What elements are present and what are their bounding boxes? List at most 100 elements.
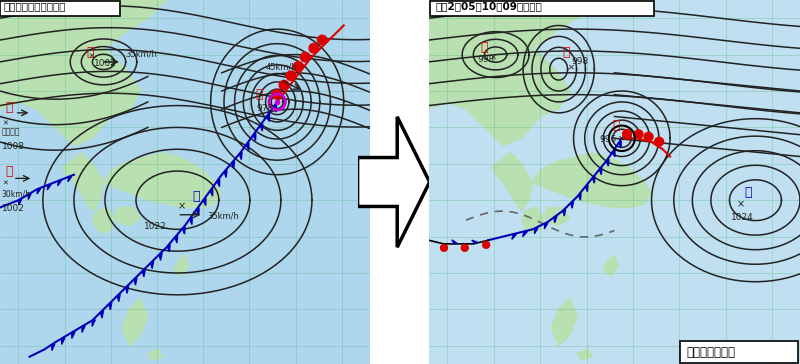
Circle shape	[294, 62, 303, 71]
Text: ✕: ✕	[490, 53, 497, 62]
Polygon shape	[134, 278, 137, 285]
Polygon shape	[570, 202, 574, 208]
Polygon shape	[545, 223, 548, 229]
Polygon shape	[512, 234, 517, 239]
Polygon shape	[167, 245, 170, 252]
Circle shape	[318, 35, 327, 45]
Text: ✕: ✕	[88, 54, 94, 60]
Polygon shape	[606, 159, 609, 166]
Polygon shape	[28, 194, 31, 199]
Polygon shape	[52, 344, 55, 351]
Polygon shape	[586, 185, 588, 192]
Polygon shape	[232, 161, 234, 169]
Polygon shape	[492, 153, 533, 211]
Polygon shape	[578, 349, 592, 360]
Polygon shape	[68, 177, 71, 182]
Polygon shape	[224, 170, 227, 178]
Polygon shape	[563, 209, 566, 216]
Text: ×: ×	[737, 199, 745, 209]
Circle shape	[441, 245, 447, 251]
Polygon shape	[142, 270, 146, 277]
Text: ゆっくり: ゆっくり	[2, 128, 20, 136]
Text: 低: 低	[562, 46, 570, 59]
Polygon shape	[267, 114, 270, 122]
Polygon shape	[0, 0, 141, 146]
Polygon shape	[578, 193, 581, 200]
Circle shape	[301, 52, 310, 62]
Polygon shape	[19, 199, 22, 205]
Polygon shape	[217, 179, 220, 187]
Text: 低: 低	[255, 88, 262, 101]
Polygon shape	[92, 320, 95, 327]
Circle shape	[482, 241, 490, 248]
Text: ✕: ✕	[2, 181, 8, 187]
Polygon shape	[182, 227, 186, 234]
Text: 1024: 1024	[731, 213, 754, 222]
Polygon shape	[72, 332, 75, 339]
Polygon shape	[554, 216, 557, 223]
Polygon shape	[190, 217, 192, 225]
Text: 978: 978	[257, 104, 274, 113]
Polygon shape	[246, 143, 249, 150]
Polygon shape	[159, 253, 162, 260]
Polygon shape	[109, 302, 112, 310]
Polygon shape	[534, 228, 538, 234]
Polygon shape	[148, 349, 162, 360]
Polygon shape	[253, 133, 256, 141]
Text: 45km/h: 45km/h	[266, 62, 298, 71]
Polygon shape	[118, 294, 120, 302]
Polygon shape	[452, 240, 457, 244]
Text: 低: 低	[481, 41, 488, 54]
Text: 35km/h: 35km/h	[126, 50, 158, 58]
Polygon shape	[37, 189, 41, 194]
Text: 996: 996	[599, 135, 617, 144]
Text: 高: 高	[192, 190, 200, 203]
FancyBboxPatch shape	[0, 1, 120, 16]
Polygon shape	[603, 255, 618, 277]
Text: 1008: 1008	[2, 142, 25, 151]
Text: 低: 低	[6, 165, 13, 178]
Polygon shape	[174, 255, 189, 277]
Polygon shape	[63, 153, 103, 211]
Polygon shape	[358, 117, 430, 247]
Circle shape	[634, 130, 643, 139]
Polygon shape	[592, 177, 595, 183]
Text: 998: 998	[477, 55, 494, 64]
Text: ✕: ✕	[568, 62, 575, 71]
Polygon shape	[260, 124, 262, 131]
Polygon shape	[203, 198, 206, 206]
Text: 低: 低	[6, 101, 13, 114]
Polygon shape	[429, 0, 596, 73]
Text: 低: 低	[87, 46, 94, 59]
Circle shape	[279, 80, 289, 90]
Polygon shape	[103, 153, 222, 207]
Text: 令和2年05月10日09時の予想: 令和2年05月10日09時の予想	[435, 1, 542, 11]
Polygon shape	[274, 105, 277, 112]
Circle shape	[654, 137, 664, 146]
Text: 1002: 1002	[2, 204, 25, 213]
Polygon shape	[522, 232, 527, 237]
Polygon shape	[613, 150, 615, 157]
Text: 1022: 1022	[144, 222, 167, 231]
Text: 低: 低	[613, 119, 620, 132]
Polygon shape	[114, 207, 141, 226]
FancyBboxPatch shape	[430, 1, 654, 16]
Polygon shape	[175, 236, 178, 243]
Polygon shape	[126, 286, 129, 293]
Polygon shape	[58, 181, 62, 186]
Polygon shape	[210, 189, 213, 196]
Circle shape	[644, 132, 653, 141]
Polygon shape	[101, 311, 103, 318]
Polygon shape	[618, 141, 621, 148]
Polygon shape	[551, 298, 578, 346]
Polygon shape	[47, 185, 51, 190]
Polygon shape	[0, 0, 166, 73]
Text: 998: 998	[572, 57, 589, 66]
Polygon shape	[599, 168, 602, 175]
Text: 1002: 1002	[94, 59, 117, 67]
Text: ✕: ✕	[618, 133, 625, 142]
Text: 30km/h: 30km/h	[2, 190, 31, 198]
Text: 35km/h: 35km/h	[207, 211, 239, 220]
FancyBboxPatch shape	[680, 341, 798, 363]
Circle shape	[462, 245, 468, 251]
